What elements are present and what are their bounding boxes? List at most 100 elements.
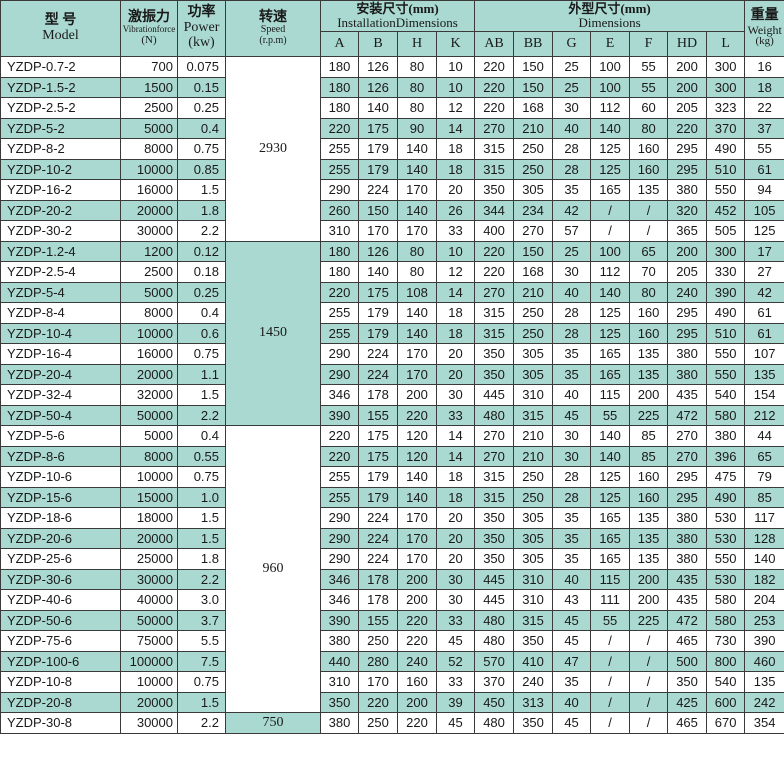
- value-cell: 170: [397, 548, 437, 570]
- value-cell: 0.4: [177, 425, 226, 447]
- value-cell: 45: [552, 630, 592, 652]
- value-cell: 61: [744, 322, 784, 344]
- value-cell: 160: [629, 466, 669, 488]
- value-cell: 180: [320, 240, 359, 262]
- value-cell: 346: [320, 384, 359, 406]
- value-cell: 490: [706, 138, 746, 160]
- value-cell: 350: [667, 671, 708, 693]
- value-cell: 460: [744, 650, 784, 672]
- value-cell: 210: [513, 281, 554, 303]
- value-cell: 380: [667, 343, 708, 365]
- value-cell: 79: [744, 466, 784, 488]
- value-cell: 224: [358, 343, 398, 365]
- table-row: YZDP-10-2 10000 0.85 255 179 140 18 315 250 28 125…: [0, 158, 784, 180]
- value-cell: 280: [358, 650, 398, 672]
- value-cell: /: [590, 630, 631, 652]
- value-cell: 435: [667, 384, 708, 406]
- value-cell: 47: [552, 650, 592, 672]
- model-cell: YZDP-50-6: [0, 609, 121, 631]
- table-row: YZDP-18-6 18000 1.5 290 224 170 20 350 305 35 165 1…: [0, 507, 784, 529]
- value-cell: 210: [513, 425, 554, 447]
- value-cell: 80: [629, 281, 669, 303]
- value-cell: 18: [744, 76, 784, 98]
- value-cell: 30: [435, 589, 476, 611]
- value-cell: 135: [744, 363, 784, 385]
- value-cell: 30: [552, 97, 592, 119]
- value-cell: 295: [667, 486, 708, 508]
- value-cell: 220: [358, 691, 398, 713]
- value-cell: /: [629, 199, 669, 221]
- value-cell: 0.75: [177, 671, 226, 693]
- value-cell: 465: [667, 630, 708, 652]
- value-cell: 112: [590, 97, 631, 119]
- value-cell: 178: [358, 589, 398, 611]
- value-cell: 323: [706, 97, 746, 119]
- value-cell: 205: [667, 261, 708, 283]
- value-cell: 220: [474, 97, 515, 119]
- value-cell: 135: [629, 179, 669, 201]
- value-cell: 18: [435, 138, 476, 160]
- value-cell: 10000: [120, 322, 178, 344]
- value-cell: 250: [513, 158, 554, 180]
- value-cell: 200: [397, 568, 437, 590]
- value-cell: 530: [706, 507, 746, 529]
- value-cell: 2.2: [177, 220, 226, 242]
- model-cell: YZDP-5-2: [0, 117, 121, 139]
- table-row: YZDP-5-4 5000 0.25 220 175 108 14 270 210 40 140 80…: [0, 281, 784, 303]
- value-cell: 178: [358, 568, 398, 590]
- value-cell: /: [629, 650, 669, 672]
- table-row: YZDP-5-6 5000 0.4 960 220 175 120 14 270 210 30 140…: [0, 425, 784, 713]
- value-cell: /: [590, 650, 631, 672]
- spec-table: 型 号 Model 激振力 Vibrationforce (N) 功率 Power (kw…: [0, 0, 784, 734]
- header-col-h: H: [397, 31, 437, 57]
- value-cell: 730: [706, 630, 746, 652]
- value-cell: 445: [474, 568, 515, 590]
- value-cell: 155: [358, 404, 398, 426]
- value-cell: 175: [358, 117, 398, 139]
- table-row: YZDP-50-6 50000 3.7 390 155 220 33 480 315 45 55 22…: [0, 609, 784, 631]
- value-cell: 100: [590, 240, 631, 262]
- value-cell: 270: [474, 281, 515, 303]
- value-cell: 179: [358, 158, 398, 180]
- value-cell: 16000: [120, 343, 178, 365]
- value-cell: 310: [513, 568, 554, 590]
- value-cell: 250: [358, 712, 398, 734]
- value-cell: 5000: [120, 281, 178, 303]
- table-row: YZDP-20-4 20000 1.1 290 224 170 20 350 305 35 165 1…: [0, 363, 784, 385]
- value-cell: 55: [629, 76, 669, 98]
- table-row: YZDP-5-2 5000 0.4 220 175 90 14 270 210 40 140 80 22…: [0, 117, 784, 139]
- value-cell: 5000: [120, 117, 178, 139]
- value-cell: 180: [320, 76, 359, 98]
- value-cell: 20: [435, 343, 476, 365]
- value-cell: 20: [435, 548, 476, 570]
- value-cell: 7.5: [177, 650, 226, 672]
- value-cell: 120: [397, 445, 437, 467]
- value-cell: 475: [706, 466, 746, 488]
- value-cell: 240: [667, 281, 708, 303]
- value-cell: 140: [358, 97, 398, 119]
- value-cell: 30: [552, 425, 592, 447]
- value-cell: 0.75: [177, 138, 226, 160]
- value-cell: 500: [667, 650, 708, 672]
- value-cell: 550: [706, 363, 746, 385]
- value-cell: 425: [667, 691, 708, 713]
- value-cell: 224: [358, 507, 398, 529]
- value-cell: 255: [320, 486, 359, 508]
- value-cell: 168: [513, 97, 554, 119]
- header-power: 功率 Power (kw): [177, 0, 226, 57]
- value-cell: 490: [706, 486, 746, 508]
- value-cell: 125: [744, 220, 784, 242]
- table-row: YZDP-2.5-2 2500 0.25 180 140 80 12 220 168 30 112 6…: [0, 97, 784, 119]
- value-cell: 28: [552, 138, 592, 160]
- value-cell: 40: [552, 691, 592, 713]
- value-cell: 14: [435, 117, 476, 139]
- value-cell: 224: [358, 527, 398, 549]
- value-cell: 290: [320, 548, 359, 570]
- value-cell: 225: [629, 404, 669, 426]
- value-cell: 25000: [120, 548, 178, 570]
- value-cell: 10: [435, 240, 476, 262]
- value-cell: 344: [474, 199, 515, 221]
- value-cell: 310: [513, 384, 554, 406]
- value-cell: 10000: [120, 466, 178, 488]
- value-cell: 150: [513, 56, 554, 78]
